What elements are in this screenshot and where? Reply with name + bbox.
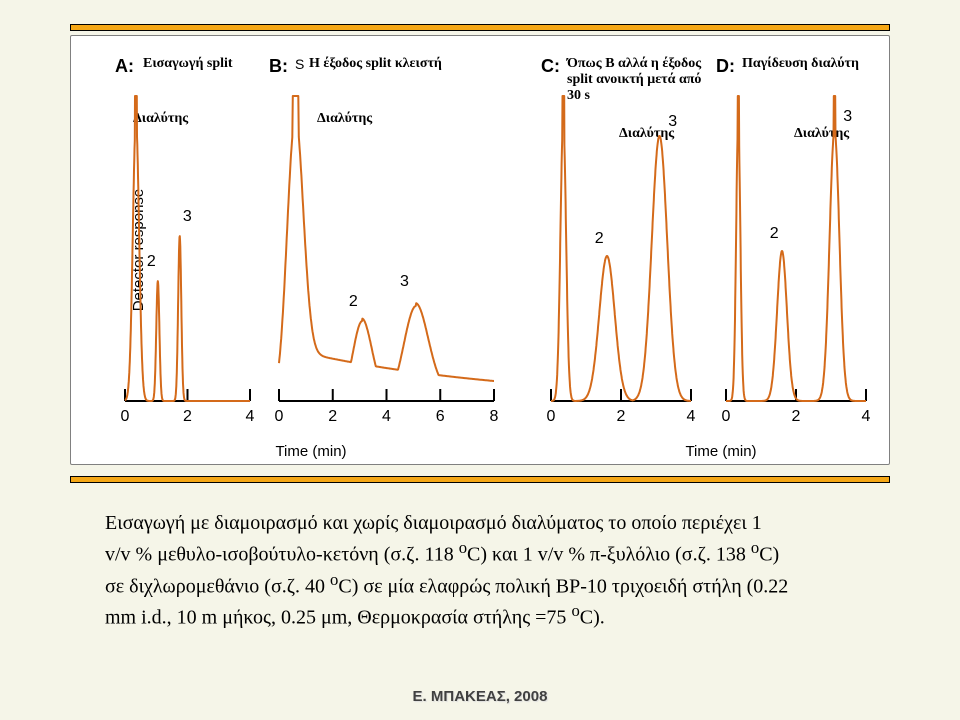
desc-line4a: mm i.d., 10 m μήκος, 0.25 μm, Θερμοκρασί… xyxy=(105,607,571,629)
svg-text:2: 2 xyxy=(617,408,626,425)
deg2: o xyxy=(751,538,759,557)
chromatogram-c: 0 2 4 2 3 xyxy=(541,56,701,436)
svg-text:6: 6 xyxy=(436,408,445,425)
svg-text:3: 3 xyxy=(668,113,677,130)
subplot-a: A: Εισαγωγή split Διαλύτης 02423 xyxy=(115,56,260,436)
x-axis-label-left: Time (min) xyxy=(251,443,371,460)
svg-text:3: 3 xyxy=(843,108,852,125)
figure-panel: Detector response A: Εισαγωγή split Διαλ… xyxy=(70,35,890,465)
accent-bar-bottom xyxy=(70,476,890,483)
svg-text:4: 4 xyxy=(862,408,871,425)
chromatogram-a: 0 2 4 2 3 xyxy=(115,56,260,436)
svg-text:4: 4 xyxy=(246,408,255,425)
svg-text:4: 4 xyxy=(687,408,696,425)
svg-text:3: 3 xyxy=(400,273,409,290)
figure-description: Εισαγωγή με διαμοιρασμό και χωρίς διαμοι… xyxy=(105,510,855,632)
accent-bar-top xyxy=(70,24,890,31)
deg1: o xyxy=(459,538,467,557)
desc-line4b: C). xyxy=(580,607,605,629)
svg-text:2: 2 xyxy=(183,408,192,425)
chromatogram-d: 0 2 4 2 3 xyxy=(716,56,876,436)
svg-text:0: 0 xyxy=(121,408,130,425)
subplot-c: C: Όπως B αλλά η έξοδος split ανοικτή με… xyxy=(541,56,701,436)
desc-line2a: v/v % μεθυλο-ισοβούτυλο-κετόνη (σ.ζ. 118 xyxy=(105,544,459,566)
svg-text:0: 0 xyxy=(275,408,284,425)
svg-text:2: 2 xyxy=(595,230,604,247)
svg-text:2: 2 xyxy=(770,225,779,242)
svg-text:0: 0 xyxy=(722,408,731,425)
deg4: o xyxy=(571,601,579,620)
footer-credit: Ε. ΜΠΑΚΕΑΣ, 2008 xyxy=(0,688,960,705)
svg-text:2: 2 xyxy=(349,293,358,310)
x-axis-label-right: Time (min) xyxy=(661,443,781,460)
svg-text:2: 2 xyxy=(792,408,801,425)
desc-line2c: C) xyxy=(759,544,779,566)
desc-line1: Εισαγωγή με διαμοιρασμό και χωρίς διαμοι… xyxy=(105,512,762,534)
svg-text:3: 3 xyxy=(183,208,192,225)
desc-line2b: C) και 1 v/v % π-ξυλόλιο (σ.ζ. 138 xyxy=(467,544,751,566)
svg-text:2: 2 xyxy=(328,408,337,425)
subplot-d: D: Παγίδευση διαλύτη Διαλύτης 02423 xyxy=(716,56,876,436)
svg-text:4: 4 xyxy=(382,408,391,425)
desc-line3b: C) σε μία ελαφρώς πολική BP-10 τριχοειδή… xyxy=(338,575,788,597)
svg-text:8: 8 xyxy=(490,408,499,425)
subplot-b: B: S Η έξοδος split κλειστή Διαλύτης 024… xyxy=(269,56,504,436)
chromatogram-b: 0 2 4 6 8 2 3 xyxy=(269,56,504,436)
svg-text:2: 2 xyxy=(147,253,156,270)
desc-line3a: σε διχλωρομεθάνιο (σ.ζ. 40 xyxy=(105,575,330,597)
svg-text:0: 0 xyxy=(547,408,556,425)
